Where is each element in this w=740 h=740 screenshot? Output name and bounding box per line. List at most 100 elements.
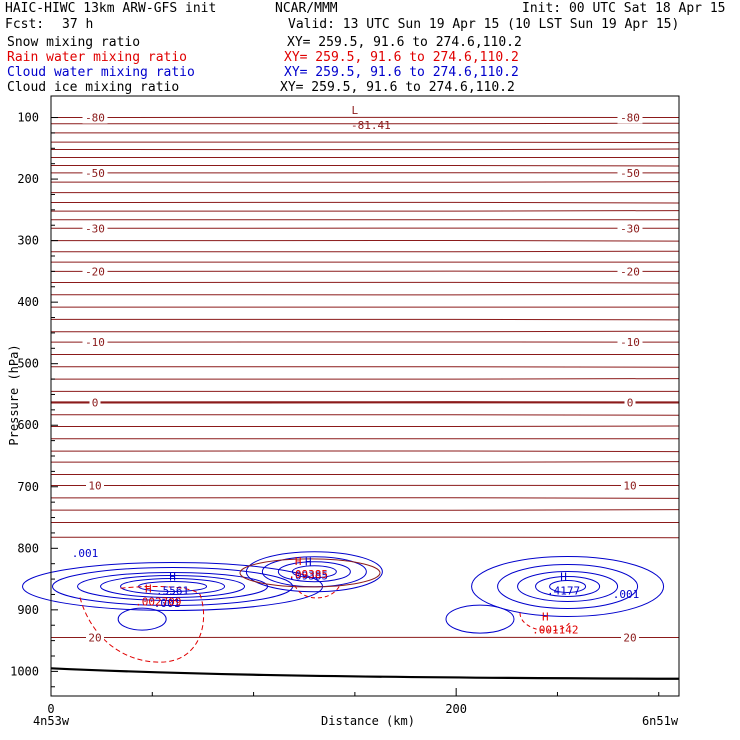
org-label: NCAR/MMM [275,1,338,16]
x-end-left-label: 4n53w [33,714,70,728]
rain-max-value: .002709 [135,596,181,609]
y-tick-label: 900 [17,603,39,617]
isotherm-line [50,461,680,463]
isotherm-label-bg [86,479,104,492]
cloud-water-contour-label: .001 [154,597,181,610]
y-tick-label: 300 [17,234,39,248]
rain-max-value: .001142 [532,623,578,636]
isotherm-line [50,181,680,183]
isotherm-label: -50 [620,167,640,180]
cloud-water-contour [277,561,351,583]
isotherm-line [50,536,680,539]
isotherm-label: 20 [88,632,101,645]
y-tick-label: 700 [17,480,39,494]
isotherm-line [50,172,680,174]
contour-labels: -80 -80 -50 -50 -30 -30 -20 -20 -10 -10 0 0 10 10 20 20… [72,104,643,645]
isotherm-line [50,341,680,343]
terrain-line [50,667,680,680]
isotherm-label: 0 [627,396,634,409]
cloud-water-max-letter: H [560,570,567,583]
forecast-label: Fcst: [5,17,45,32]
rain-max-value: .09385 [288,568,328,581]
isotherm-label: -10 [85,336,105,349]
plot-frame [50,95,680,697]
isotherm-label-bg [624,396,636,409]
x-end-right-label: 6n51w [642,714,679,728]
isotherm-label: 20 [623,632,636,645]
isotherm-line [50,636,680,639]
cloud-water-contour [471,555,665,617]
cloud-water-contour [517,570,619,602]
isotherm-line [50,201,680,204]
isotherm-line [50,122,680,125]
isotherm-label: -10 [620,336,640,349]
isotherm-label-bg [86,631,104,644]
terrain-line [50,667,680,680]
isotherm-label-bg [617,111,643,124]
isotherm-min-value: -81.41 [351,119,391,132]
valid-time: Valid: 13 UTC Sun 19 Apr 15 (10 LST Sun … [288,17,680,32]
isotherm-label-bg [617,166,643,179]
isotherm-line [50,270,680,273]
y-tick-label: 200 [17,172,39,186]
cloud-water-contour [120,577,226,595]
y-tick-label: 500 [17,357,39,371]
cloud-water-contour-label: .001 [72,547,99,560]
field-rain-name: Rain water mixing ratio [7,50,188,65]
isotherm-label: -30 [620,222,640,235]
cloud-water-contour [100,574,246,598]
rain-water-contour [79,585,205,663]
cloud-water-contour [549,579,587,593]
field-cloudice-xy: XY= 259.5, 91.6 to 274.6,110.2 [280,80,515,95]
isotherm-label: 10 [88,480,101,493]
isotherm-line [50,116,680,119]
cloud-water-contour [497,563,639,609]
isotherm-label-bg [82,166,108,179]
cloud-water-max-value: .4177 [547,584,580,597]
isotherm-line [50,227,680,230]
field-rain-xy: XY= 259.5, 91.6 to 274.6,110.2 [284,50,519,65]
isotherm-label-bg [82,111,108,124]
forecast-hours: 37 h [62,17,94,32]
x-tick-label: 200 [445,702,467,716]
isotherm-min-letter: L [352,104,359,117]
isotherm-line [50,318,680,321]
isotherm-label-bg [617,265,643,278]
isotherm-label: -30 [85,222,105,235]
isotherm-label-bg [621,631,639,644]
isotherm-line [50,148,680,151]
isotherm-contours [50,116,680,639]
cloud-water-contour [291,565,337,579]
field-cloudwater-name: Cloud water mixing ratio [7,65,195,80]
rain-water-contour [519,612,571,632]
y-tick-label: 600 [17,418,39,432]
field-cloudice-name: Cloud ice mixing ratio [7,80,180,95]
isotherm-line [50,164,680,167]
isotherm-label: -20 [620,265,640,278]
isotherm-label: -20 [85,265,105,278]
rain-water-contour [239,558,381,588]
isotherm-label: -80 [85,112,105,125]
field-snow-xy: XY= 259.5, 91.6 to 274.6,110.2 [287,35,522,50]
rain-max-letter: H [145,583,152,596]
isotherm-line [50,414,680,416]
isotherm-label-bg [621,479,639,492]
isotherm-line [50,509,680,511]
cloud-water-contour [117,607,167,631]
cloud-water-contours [22,551,665,634]
cloud-water-contour [245,551,383,593]
y-tick-label: 100 [17,111,39,125]
y-tick-label: 1000 [10,664,39,678]
y-tick-label: 800 [17,541,39,555]
x-tick-label: 0 [47,702,54,716]
isotherm-label-bg [82,265,108,278]
isotherm-label: 0 [92,396,99,409]
isotherm-label-bg [617,336,643,349]
cloud-water-max-value: .09385 [288,570,328,583]
isotherm-line [50,497,680,499]
isotherm-label-bg [617,222,643,235]
isotherm-label: 10 [623,480,636,493]
isotherm-line [50,366,680,368]
